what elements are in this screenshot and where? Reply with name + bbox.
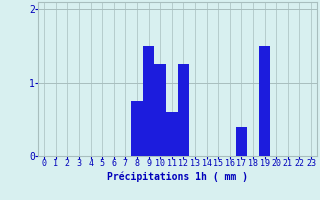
- Bar: [178, 64, 189, 156]
- Bar: [155, 64, 166, 156]
- Bar: [259, 46, 270, 156]
- Bar: [143, 46, 155, 156]
- Bar: [236, 127, 247, 156]
- X-axis label: Précipitations 1h ( mm ): Précipitations 1h ( mm ): [107, 171, 248, 182]
- Bar: [166, 112, 178, 156]
- Bar: [131, 101, 143, 156]
